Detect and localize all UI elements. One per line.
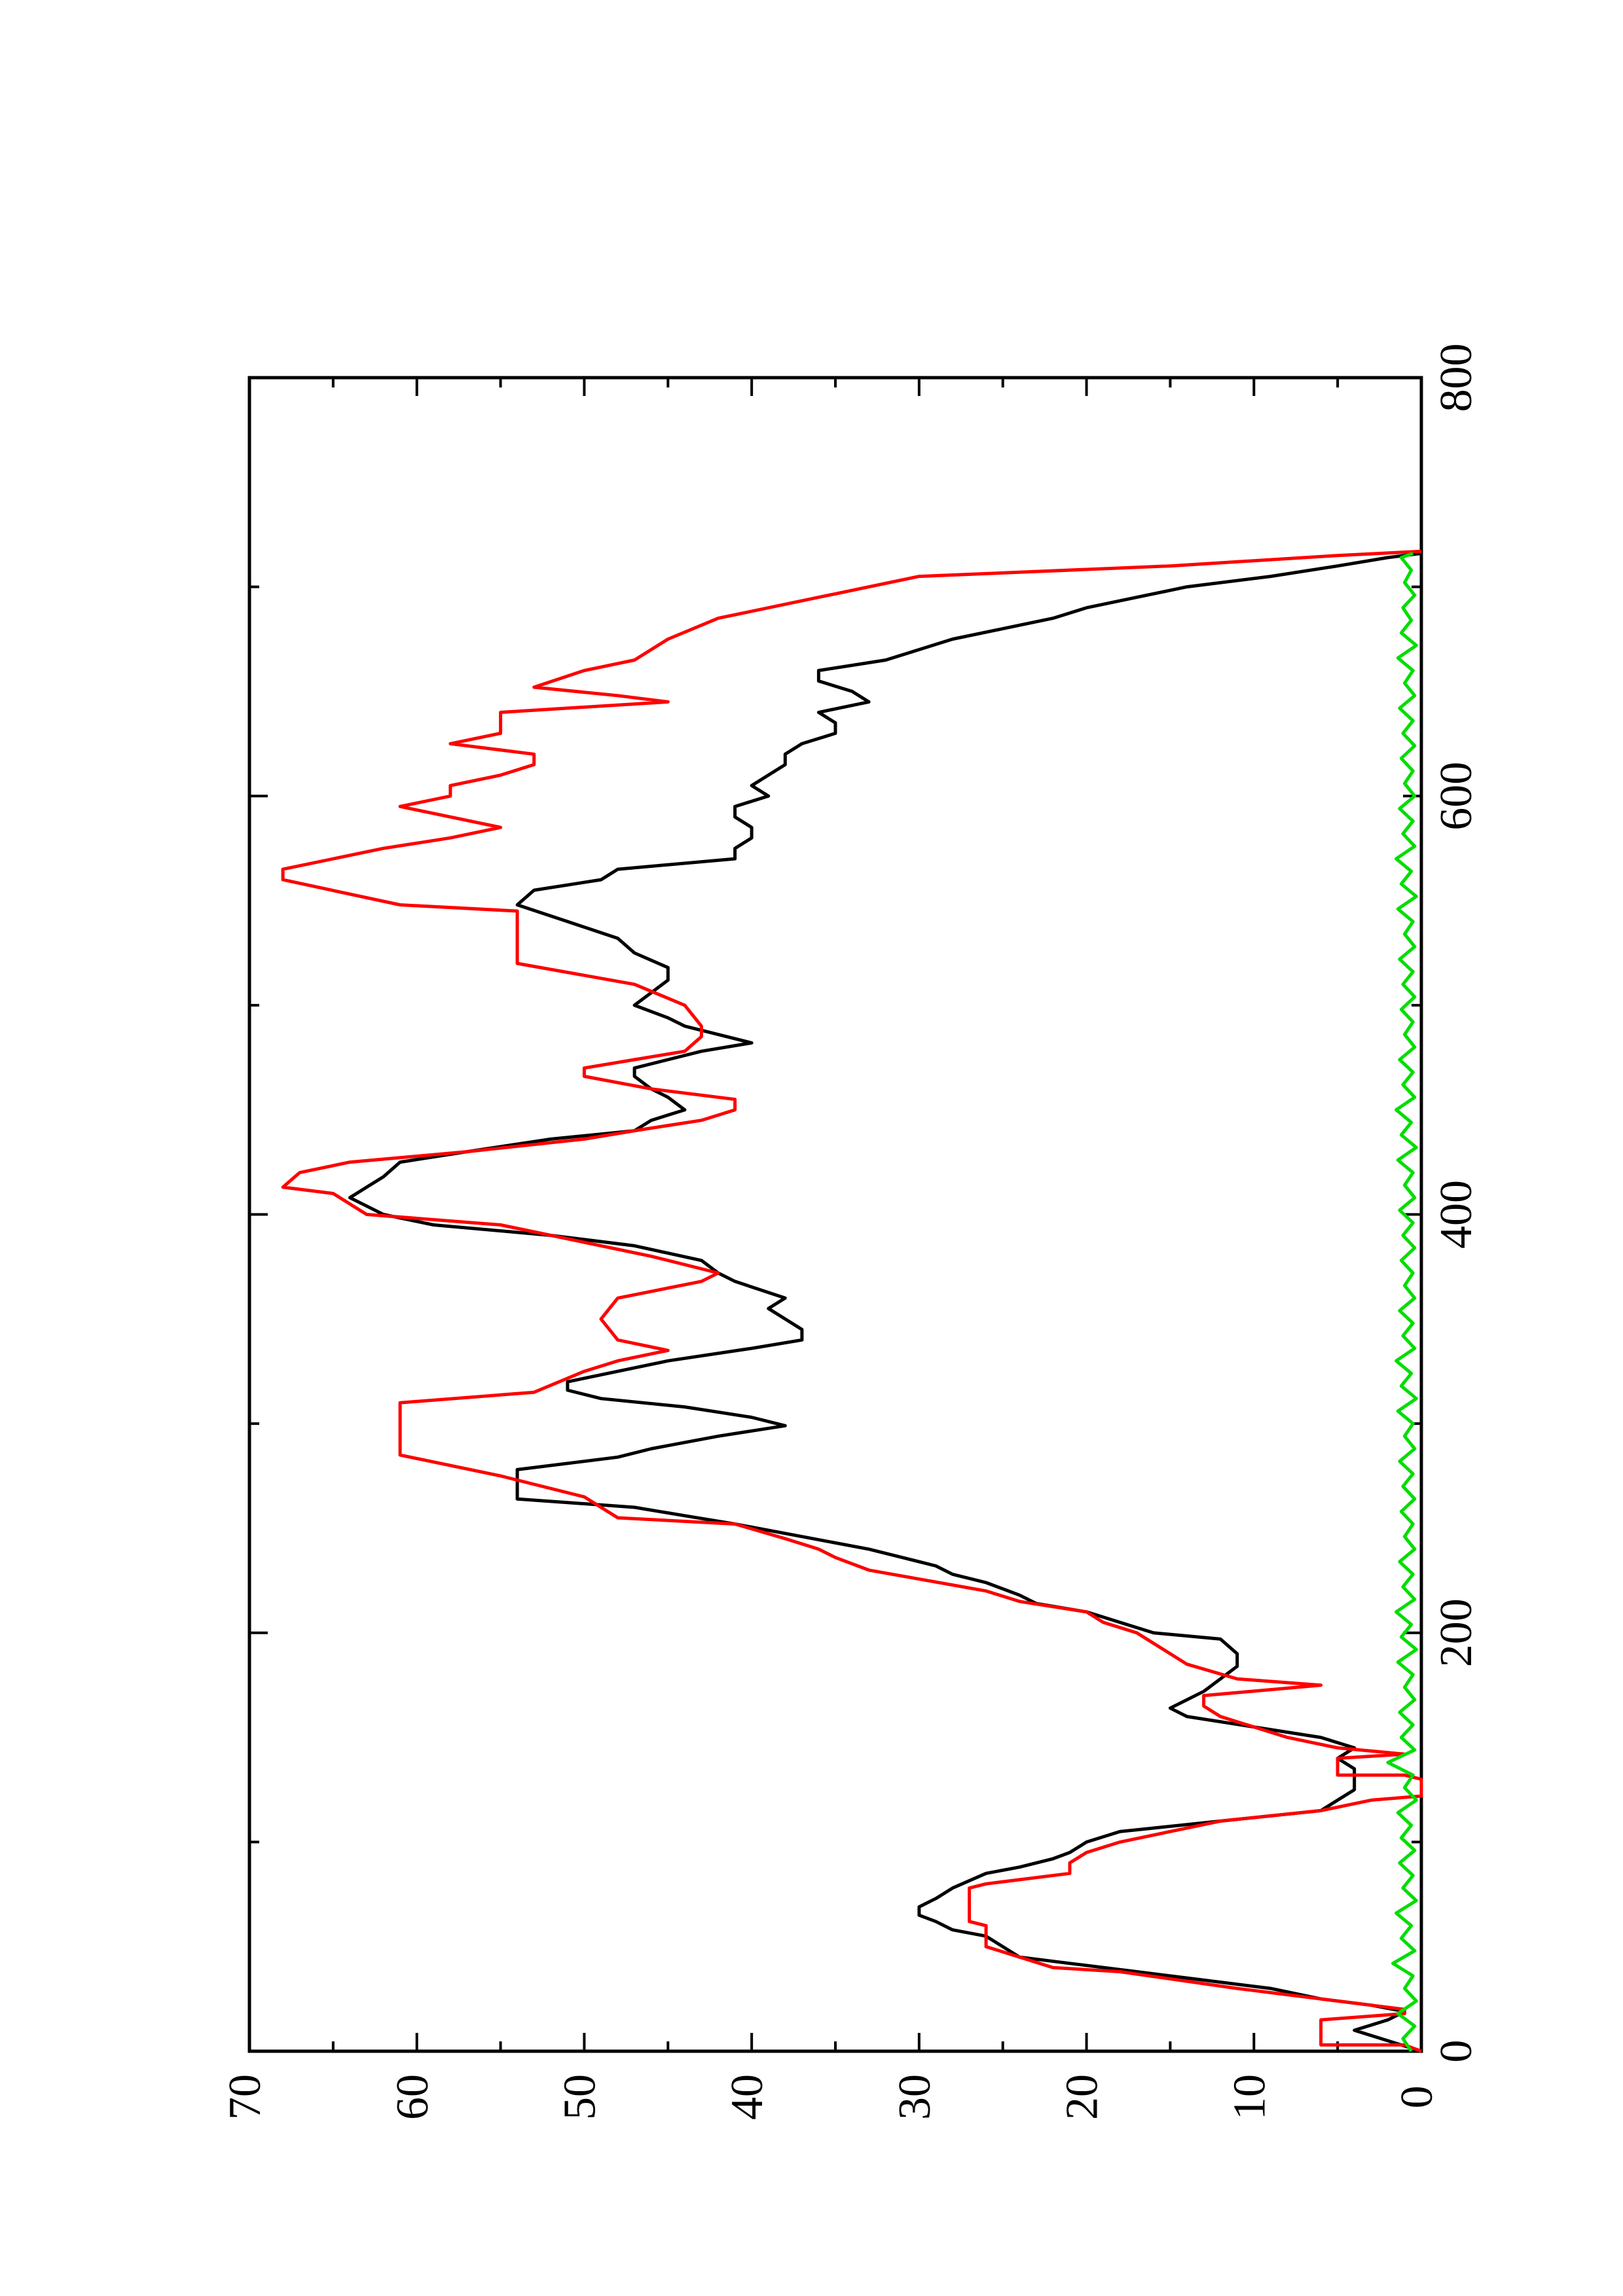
y-tick-label: 30	[890, 2074, 940, 2120]
plot-area	[247, 376, 1423, 2053]
y-tick-label: 70	[220, 2074, 270, 2120]
y-tick-label: 50	[555, 2074, 605, 2120]
y-tick-label: 20	[1057, 2074, 1108, 2120]
x-tick-label: 200	[1431, 1598, 1482, 1667]
green-series-line	[1386, 552, 1418, 2053]
tick-labels: 0 200 400 600 800 0 10 20 30 40 50 60 70	[220, 344, 1482, 2121]
series-group	[281, 549, 1423, 2053]
x-tick-label: 0	[1431, 2040, 1482, 2063]
ticks	[248, 376, 1423, 2053]
y-tick-label: 0	[1392, 2086, 1442, 2109]
y-tick-label: 10	[1224, 2074, 1275, 2120]
x-tick-label: 400	[1431, 1180, 1482, 1249]
red-series-line	[281, 549, 1423, 2053]
y-tick-label: 60	[388, 2074, 438, 2120]
y-tick-label: 40	[722, 2074, 773, 2120]
black-series-line	[348, 552, 1422, 2053]
x-tick-label: 600	[1431, 762, 1482, 831]
x-tick-label: 800	[1431, 344, 1482, 412]
